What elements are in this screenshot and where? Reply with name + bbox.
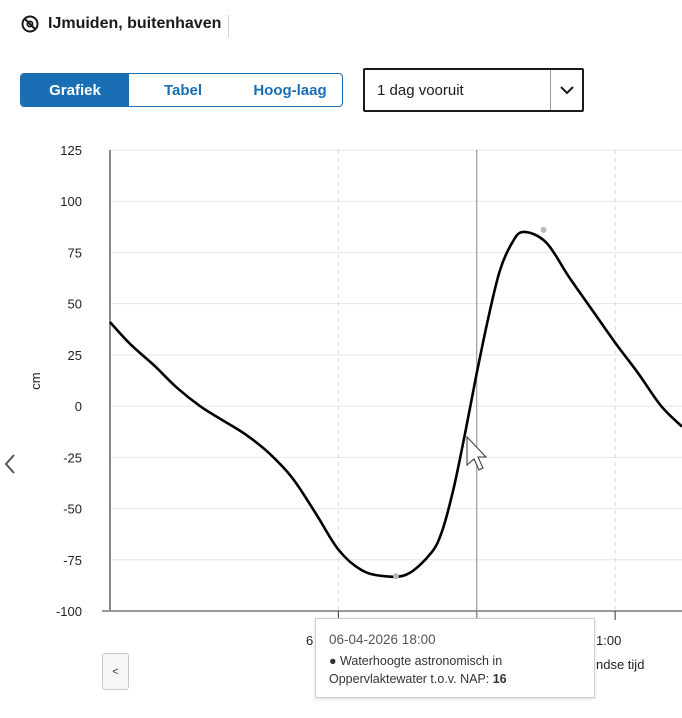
station-title: IJmuiden, buitenhaven	[48, 15, 222, 32]
y-tick-label: 100	[60, 194, 82, 209]
y-axis-title: cm	[28, 372, 43, 389]
chart-tooltip: 06-04-2026 18:00 ● Waterhoogte astronomi…	[315, 618, 595, 698]
x-tick-label-partial-left: 6	[306, 633, 314, 648]
tooltip-time: 06-04-2026 18:00	[329, 632, 436, 647]
x-tick-label-partial-right: 1:00	[596, 633, 622, 648]
station-header: IJmuiden, buitenhaven	[20, 14, 221, 34]
period-select-value: 1 dag vooruit	[377, 81, 464, 99]
tooltip-value: 16	[492, 672, 507, 686]
series-line-waterhoogte	[109, 230, 682, 579]
chevron-left-icon[interactable]	[0, 449, 20, 479]
tooltip-series-line2: Oppervlaktewater t.o.v. NAP: 16	[329, 670, 582, 688]
tab-grafiek[interactable]: Grafiek	[21, 74, 129, 106]
tooltip-bullet: ●	[329, 654, 337, 668]
tooltip-series-text-1: Waterhoogte astronomisch in	[340, 654, 503, 668]
tooltip-series-line1: ● Waterhoogte astronomisch in	[329, 652, 582, 670]
y-tick-label: -50	[63, 502, 82, 517]
select-divider	[550, 70, 551, 110]
chevron-down-icon[interactable]	[551, 85, 582, 95]
y-tick-label: -75	[63, 553, 82, 568]
y-tick-label: -100	[56, 604, 82, 619]
view-tabs: Grafiek Tabel Hoog-laag	[20, 73, 343, 107]
extremum-marker	[393, 573, 399, 580]
y-tick-label: 75	[68, 245, 82, 260]
tab-hoog-laag[interactable]: Hoog-laag	[253, 81, 327, 99]
y-tick-label: 0	[75, 399, 82, 414]
tooltip-series-text-2: Oppervlaktewater t.o.v. NAP:	[329, 672, 490, 686]
period-select[interactable]: 1 dag vooruit	[363, 68, 584, 112]
y-tick-label: 125	[60, 143, 82, 158]
location-icon	[20, 14, 40, 34]
mouse-cursor-icon	[466, 435, 488, 471]
y-tick-label: -25	[63, 450, 82, 465]
x-axis-title-partial: ndse tijd	[596, 657, 645, 672]
header-divider	[228, 15, 229, 37]
scroll-left-button[interactable]: <	[102, 653, 129, 690]
y-tick-label: 25	[68, 348, 82, 363]
y-tick-label: 50	[68, 297, 82, 312]
extremum-marker	[540, 226, 547, 233]
tab-tabel[interactable]: Tabel	[163, 81, 203, 99]
